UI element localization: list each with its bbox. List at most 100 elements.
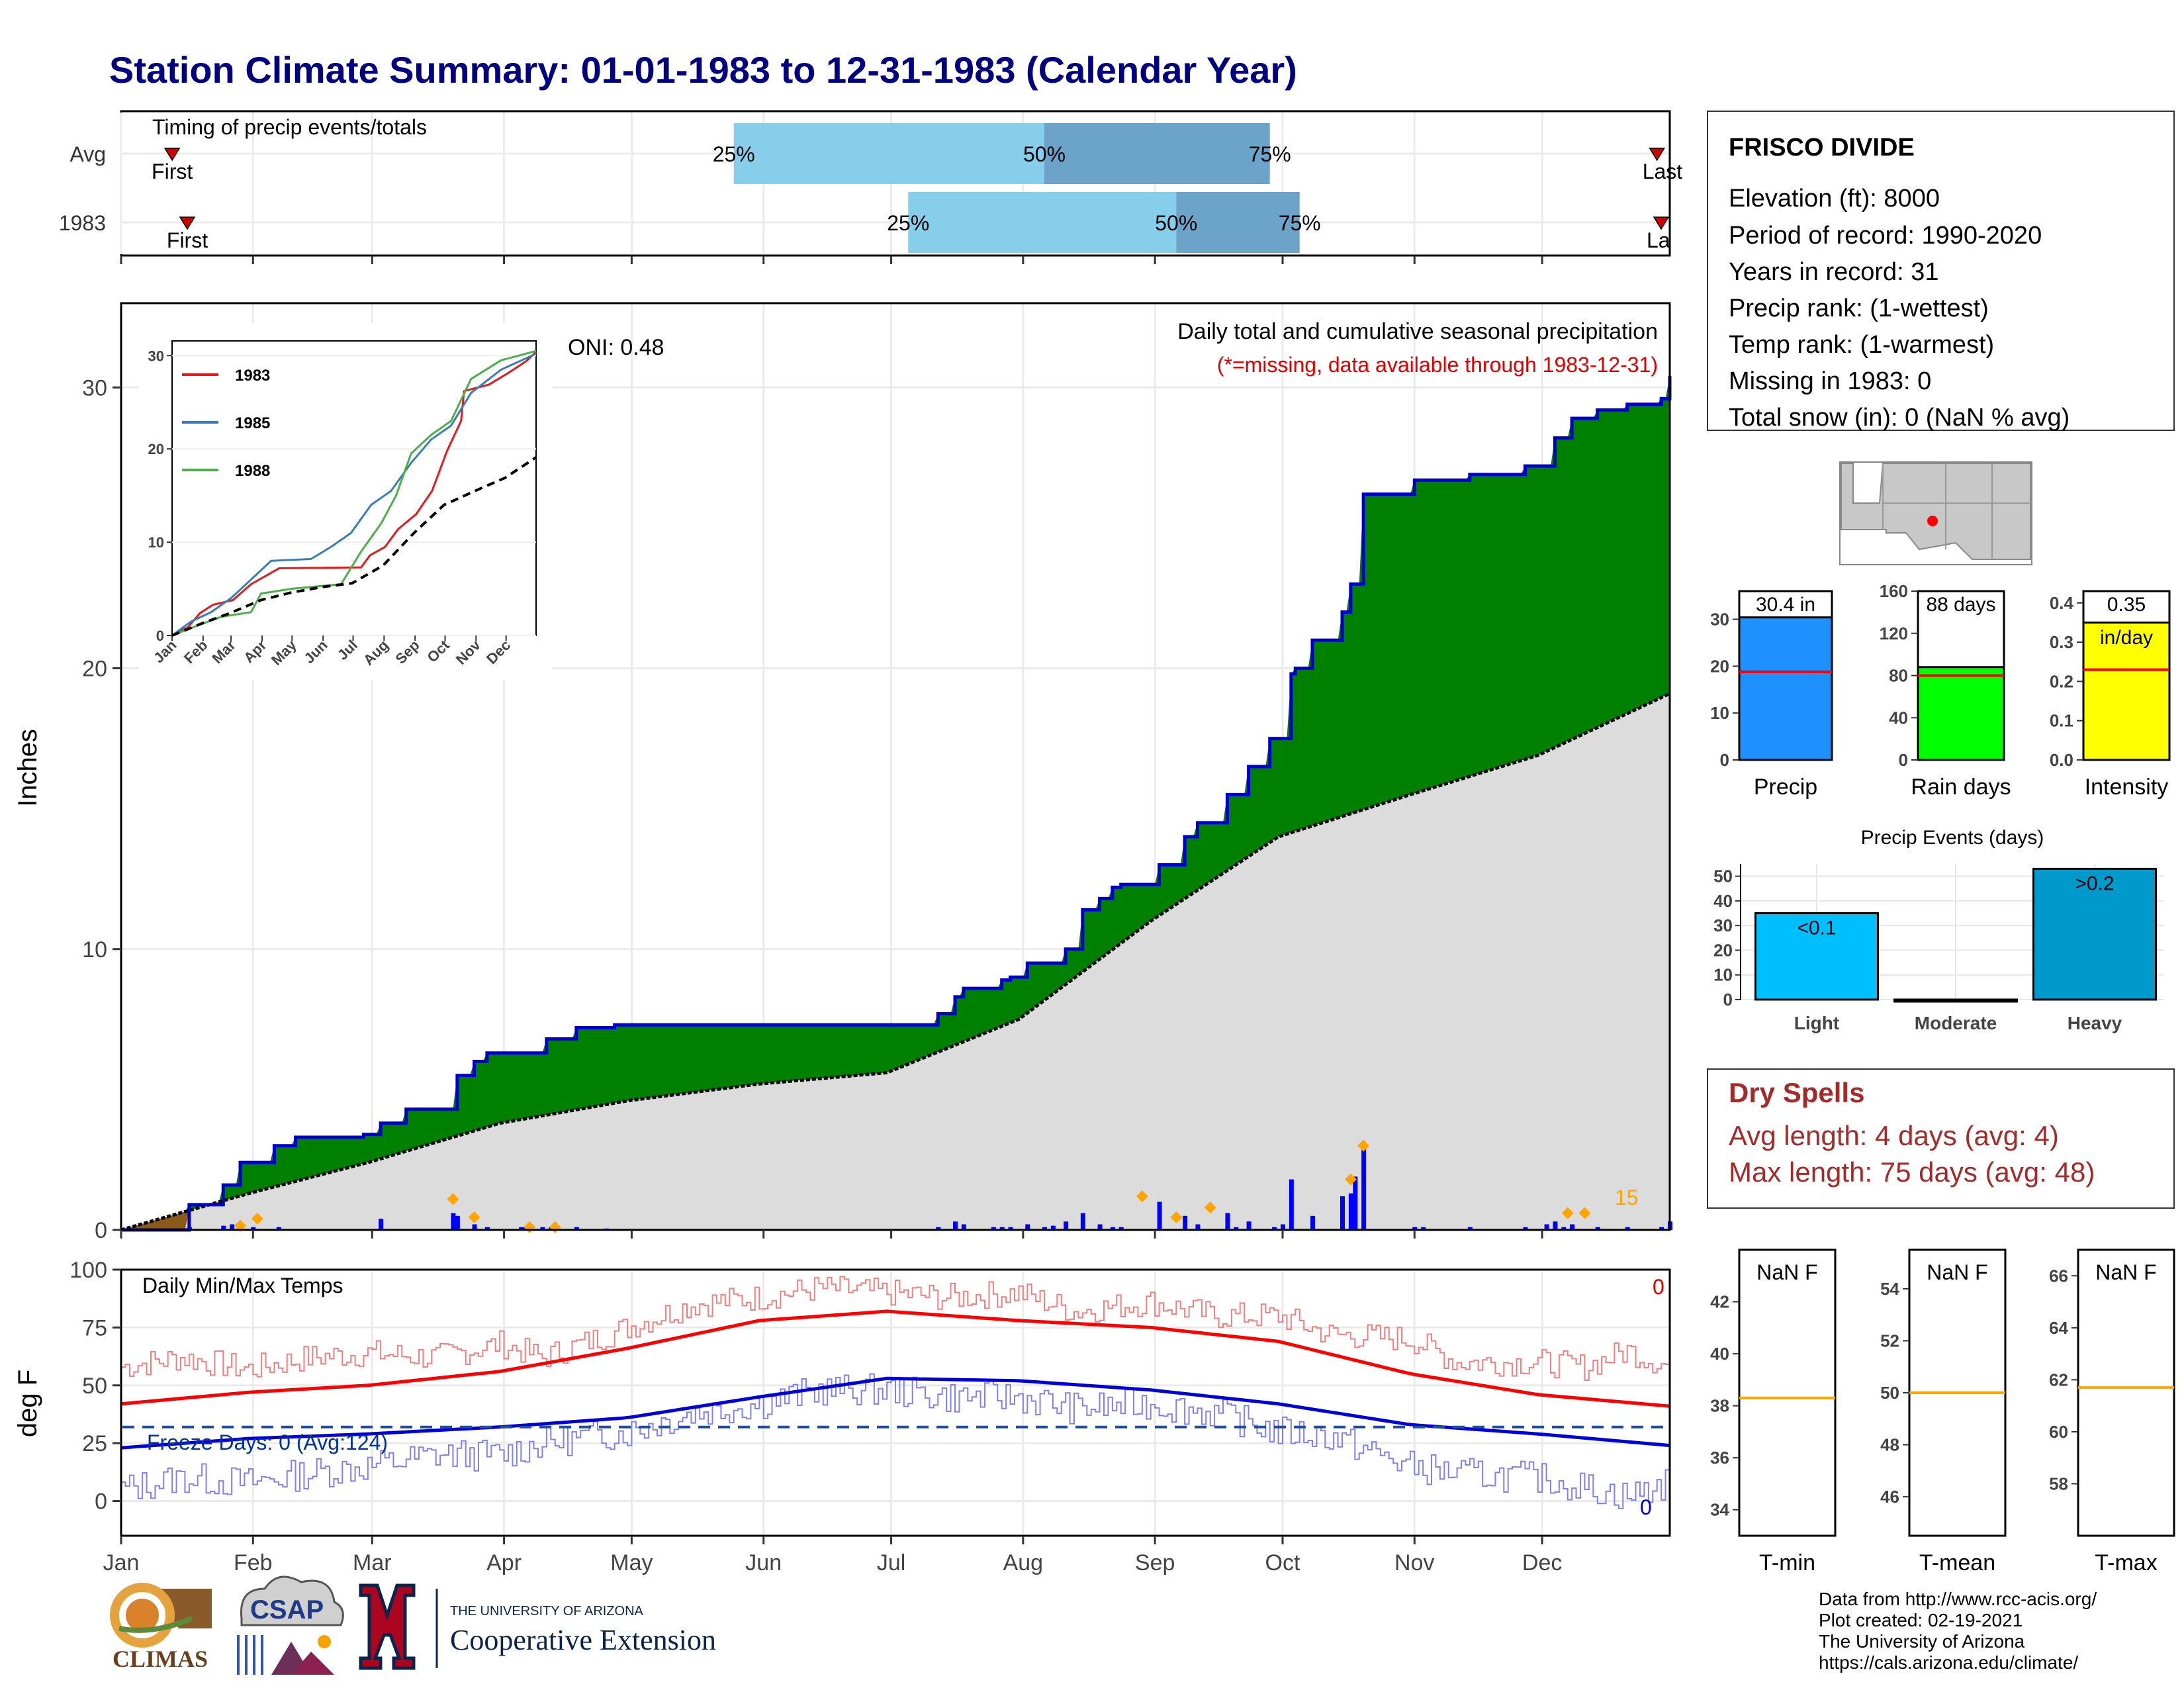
temp-bar-ytick-label: 46 <box>1880 1487 1899 1507</box>
ua-cooperative-extension-logo: THE UNIVERSITY OF ARIZONA Cooperative Ex… <box>359 1583 716 1670</box>
temp-bar-value-label: NaN F <box>1756 1260 1817 1284</box>
daily-precip-bar <box>991 1227 996 1230</box>
month-label: Sep <box>1135 1550 1175 1575</box>
extreme-event-marker <box>1204 1201 1216 1214</box>
timing-first-marker <box>179 216 196 230</box>
temp-ylabel: deg F <box>13 1370 42 1437</box>
timing-bar-q25-q50 <box>908 192 1177 253</box>
temp-ytick-label: 75 <box>82 1315 107 1340</box>
daily-tmin-line <box>121 1373 1670 1509</box>
month-label: May <box>610 1550 653 1575</box>
daily-precip-bar <box>1595 1227 1600 1230</box>
station-name: FRISCO DIVIDE <box>1729 134 1915 162</box>
events-bar-label: <0.1 <box>1797 917 1836 939</box>
daily-precip-bar <box>1544 1224 1549 1230</box>
extreme-event-marker <box>1344 1173 1357 1186</box>
daily-precip-bar <box>1097 1224 1103 1230</box>
month-label: Feb <box>234 1550 273 1575</box>
station-snow: Total snow (in): 0 (NaN % avg) <box>1729 404 2070 432</box>
precip-ytick-label: 0 <box>95 1218 107 1243</box>
daily-precip-bar <box>1064 1221 1069 1230</box>
temp-bar-ytick-label: 52 <box>1880 1331 1899 1350</box>
temp-bar-ytick-label: 34 <box>1710 1500 1729 1520</box>
extreme-event-marker <box>234 1219 246 1232</box>
timing-bar-q25-q50 <box>733 123 1044 184</box>
temp-ytick-label: 50 <box>82 1374 107 1399</box>
summary-ytick-label: 20 <box>1710 656 1729 676</box>
summary-ytick-label: 30 <box>1710 610 1729 630</box>
timing-first-label: First <box>167 228 208 252</box>
summary-bar-label: Precip <box>1754 774 1817 800</box>
events-ytick-label: 20 <box>1713 940 1733 960</box>
timing-row-year-label: 1983 <box>59 211 106 235</box>
inset-series-line <box>171 350 537 637</box>
temp-bar-ytick-label: 62 <box>2049 1370 2068 1389</box>
daily-precip-bar <box>1080 1213 1085 1230</box>
timing-bar-q50-q75 <box>1044 123 1270 184</box>
dry-spells-box: Dry Spells Avg length: 4 days (avg: 4) M… <box>1707 1068 2175 1209</box>
timing-panel: 25% 50% 75% First Last 25% 50% 75% First La Timin… <box>59 110 1682 257</box>
csap-logo-text: CSAP <box>250 1595 324 1624</box>
daily-precip-bar <box>1310 1215 1315 1230</box>
month-label: Mar <box>353 1550 392 1575</box>
dry-spells-avg: Avg length: 4 days (avg: 4) <box>1729 1120 2059 1151</box>
avg-tmin-line <box>120 1376 1670 1450</box>
summary-bars: 30.4 in 0 10 20 30 Precip 88 days 0 40 80 120 160 Ra… <box>1710 581 2171 800</box>
daily-precip-bar <box>1348 1193 1353 1230</box>
timing-first-marker <box>163 148 181 162</box>
precip-ytick-label: 30 <box>82 375 107 400</box>
station-years: Years in record: 31 <box>1729 258 1939 286</box>
timing-last-marker <box>1653 216 1670 230</box>
timing-q75-label: 75% <box>1279 211 1321 235</box>
inset-legend-label: 1985 <box>235 414 270 432</box>
daily-tmax-line <box>121 1276 1670 1381</box>
temp-normal-bars: NaN F 34 36 38 40 42 T-min NaN F 46 48 50 52 54 T-mea… <box>1710 1248 2175 1575</box>
dry-spells-title: Dry Spells <box>1729 1077 1864 1108</box>
temp-panel-label: Daily Min/Max Temps <box>142 1274 343 1297</box>
daily-precip-bar <box>953 1221 958 1230</box>
temp-bottom-right-label: 0 <box>1640 1495 1652 1519</box>
credits: Data from http://www.rcc-acis.org/ Plot … <box>1819 1589 2097 1673</box>
timing-last-marker <box>1649 148 1666 162</box>
locator-map <box>1839 461 2032 565</box>
extreme-event-marker <box>1561 1207 1574 1219</box>
extreme-event-marker <box>447 1193 459 1205</box>
summary-bar-value-label: 30.4 in <box>1756 594 1815 616</box>
timing-row-avg-label: Avg <box>69 142 106 166</box>
precip-events-panel: Precip Events (days) 0 10 20 30 40 50 <0.1 Ligh… <box>1713 827 2164 1033</box>
precip-ytick-label: 20 <box>82 657 107 682</box>
temp-bar-ytick-label: 58 <box>2049 1474 2068 1493</box>
daily-precip-bar <box>1183 1215 1188 1230</box>
daily-precip-bar <box>1340 1196 1345 1230</box>
daily-precip-bar <box>1050 1225 1056 1230</box>
summary-ytick-label: 40 <box>1889 708 1908 727</box>
daily-precip-bar <box>1281 1224 1285 1230</box>
timing-last-label: La <box>1647 228 1670 252</box>
temp-bar-ytick-label: 66 <box>2049 1266 2068 1286</box>
summary-ytick-label: 0.4 <box>2050 593 2074 613</box>
station-temp-rank: Temp rank: (1-warmest) <box>1729 331 1994 359</box>
month-axis: Jan Feb Mar Apr May Jun Jul Aug Sep Oct Nov Dec <box>103 256 1562 1575</box>
month-label: Jan <box>103 1550 140 1575</box>
daily-precip-bar <box>1553 1221 1558 1230</box>
extreme-event-marker <box>1170 1211 1183 1223</box>
daily-precip-bar <box>1110 1227 1115 1230</box>
above-normal-area <box>121 376 1670 1231</box>
summary-ytick-label: 160 <box>1880 581 1908 601</box>
events-category-label: Heavy <box>2068 1013 2122 1033</box>
station-period: Period of record: 1990-2020 <box>1729 222 2042 250</box>
daily-precip-bar <box>1361 1145 1367 1230</box>
month-label: Jun <box>745 1550 782 1575</box>
timing-bar-q50-q75 <box>1176 192 1300 253</box>
temp-bar-ytick-label: 54 <box>1880 1279 1899 1299</box>
daily-precip-bar <box>1561 1227 1567 1230</box>
events-bar <box>1754 912 1879 1001</box>
events-category-label: Light <box>1794 1013 1839 1033</box>
extreme-event-marker <box>1357 1139 1370 1152</box>
timing-first-label: First <box>152 160 193 183</box>
inset-ytick-label: 20 <box>148 441 164 457</box>
daily-precip-bar <box>1523 1227 1528 1230</box>
summary-ytick-label: 0.3 <box>2050 632 2073 652</box>
temp-bar-ytick-label: 50 <box>1880 1383 1899 1403</box>
temp-bar-frame <box>1738 1248 1837 1537</box>
